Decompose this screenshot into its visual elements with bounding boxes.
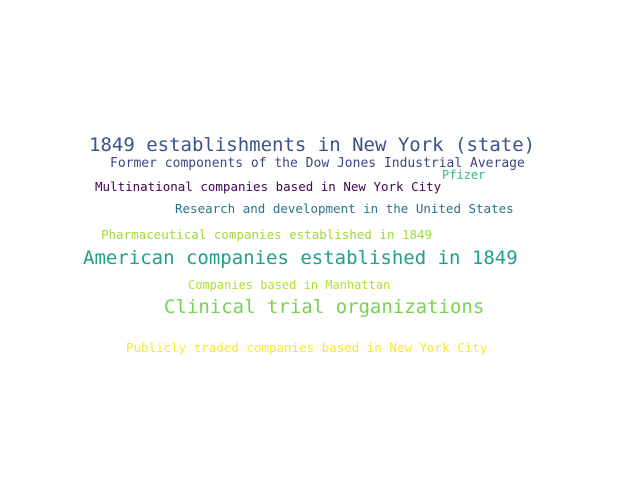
word-publicly-traded-companies-nyc: Publicly traded companies based in New Y…: [126, 340, 488, 355]
word-american-companies-1849: American companies established in 1849: [83, 247, 518, 269]
word-pharmaceutical-companies-1849: Pharmaceutical companies established in …: [101, 227, 433, 242]
word-companies-based-manhattan: Companies based in Manhattan: [188, 278, 391, 292]
word-multinational-companies-nyc: Multinational companies based in New Yor…: [95, 179, 442, 194]
word-1849-establishments-new-york-state: 1849 establishments in New York (state): [89, 134, 536, 156]
word-pfizer: Pfizer: [442, 168, 486, 182]
word-dow-jones-components: Former components of the Dow Jones Indus…: [110, 156, 525, 171]
word-clinical-trial-organizations: Clinical trial organizations: [164, 296, 485, 318]
word-research-and-development-us: Research and development in the United S…: [175, 201, 514, 216]
